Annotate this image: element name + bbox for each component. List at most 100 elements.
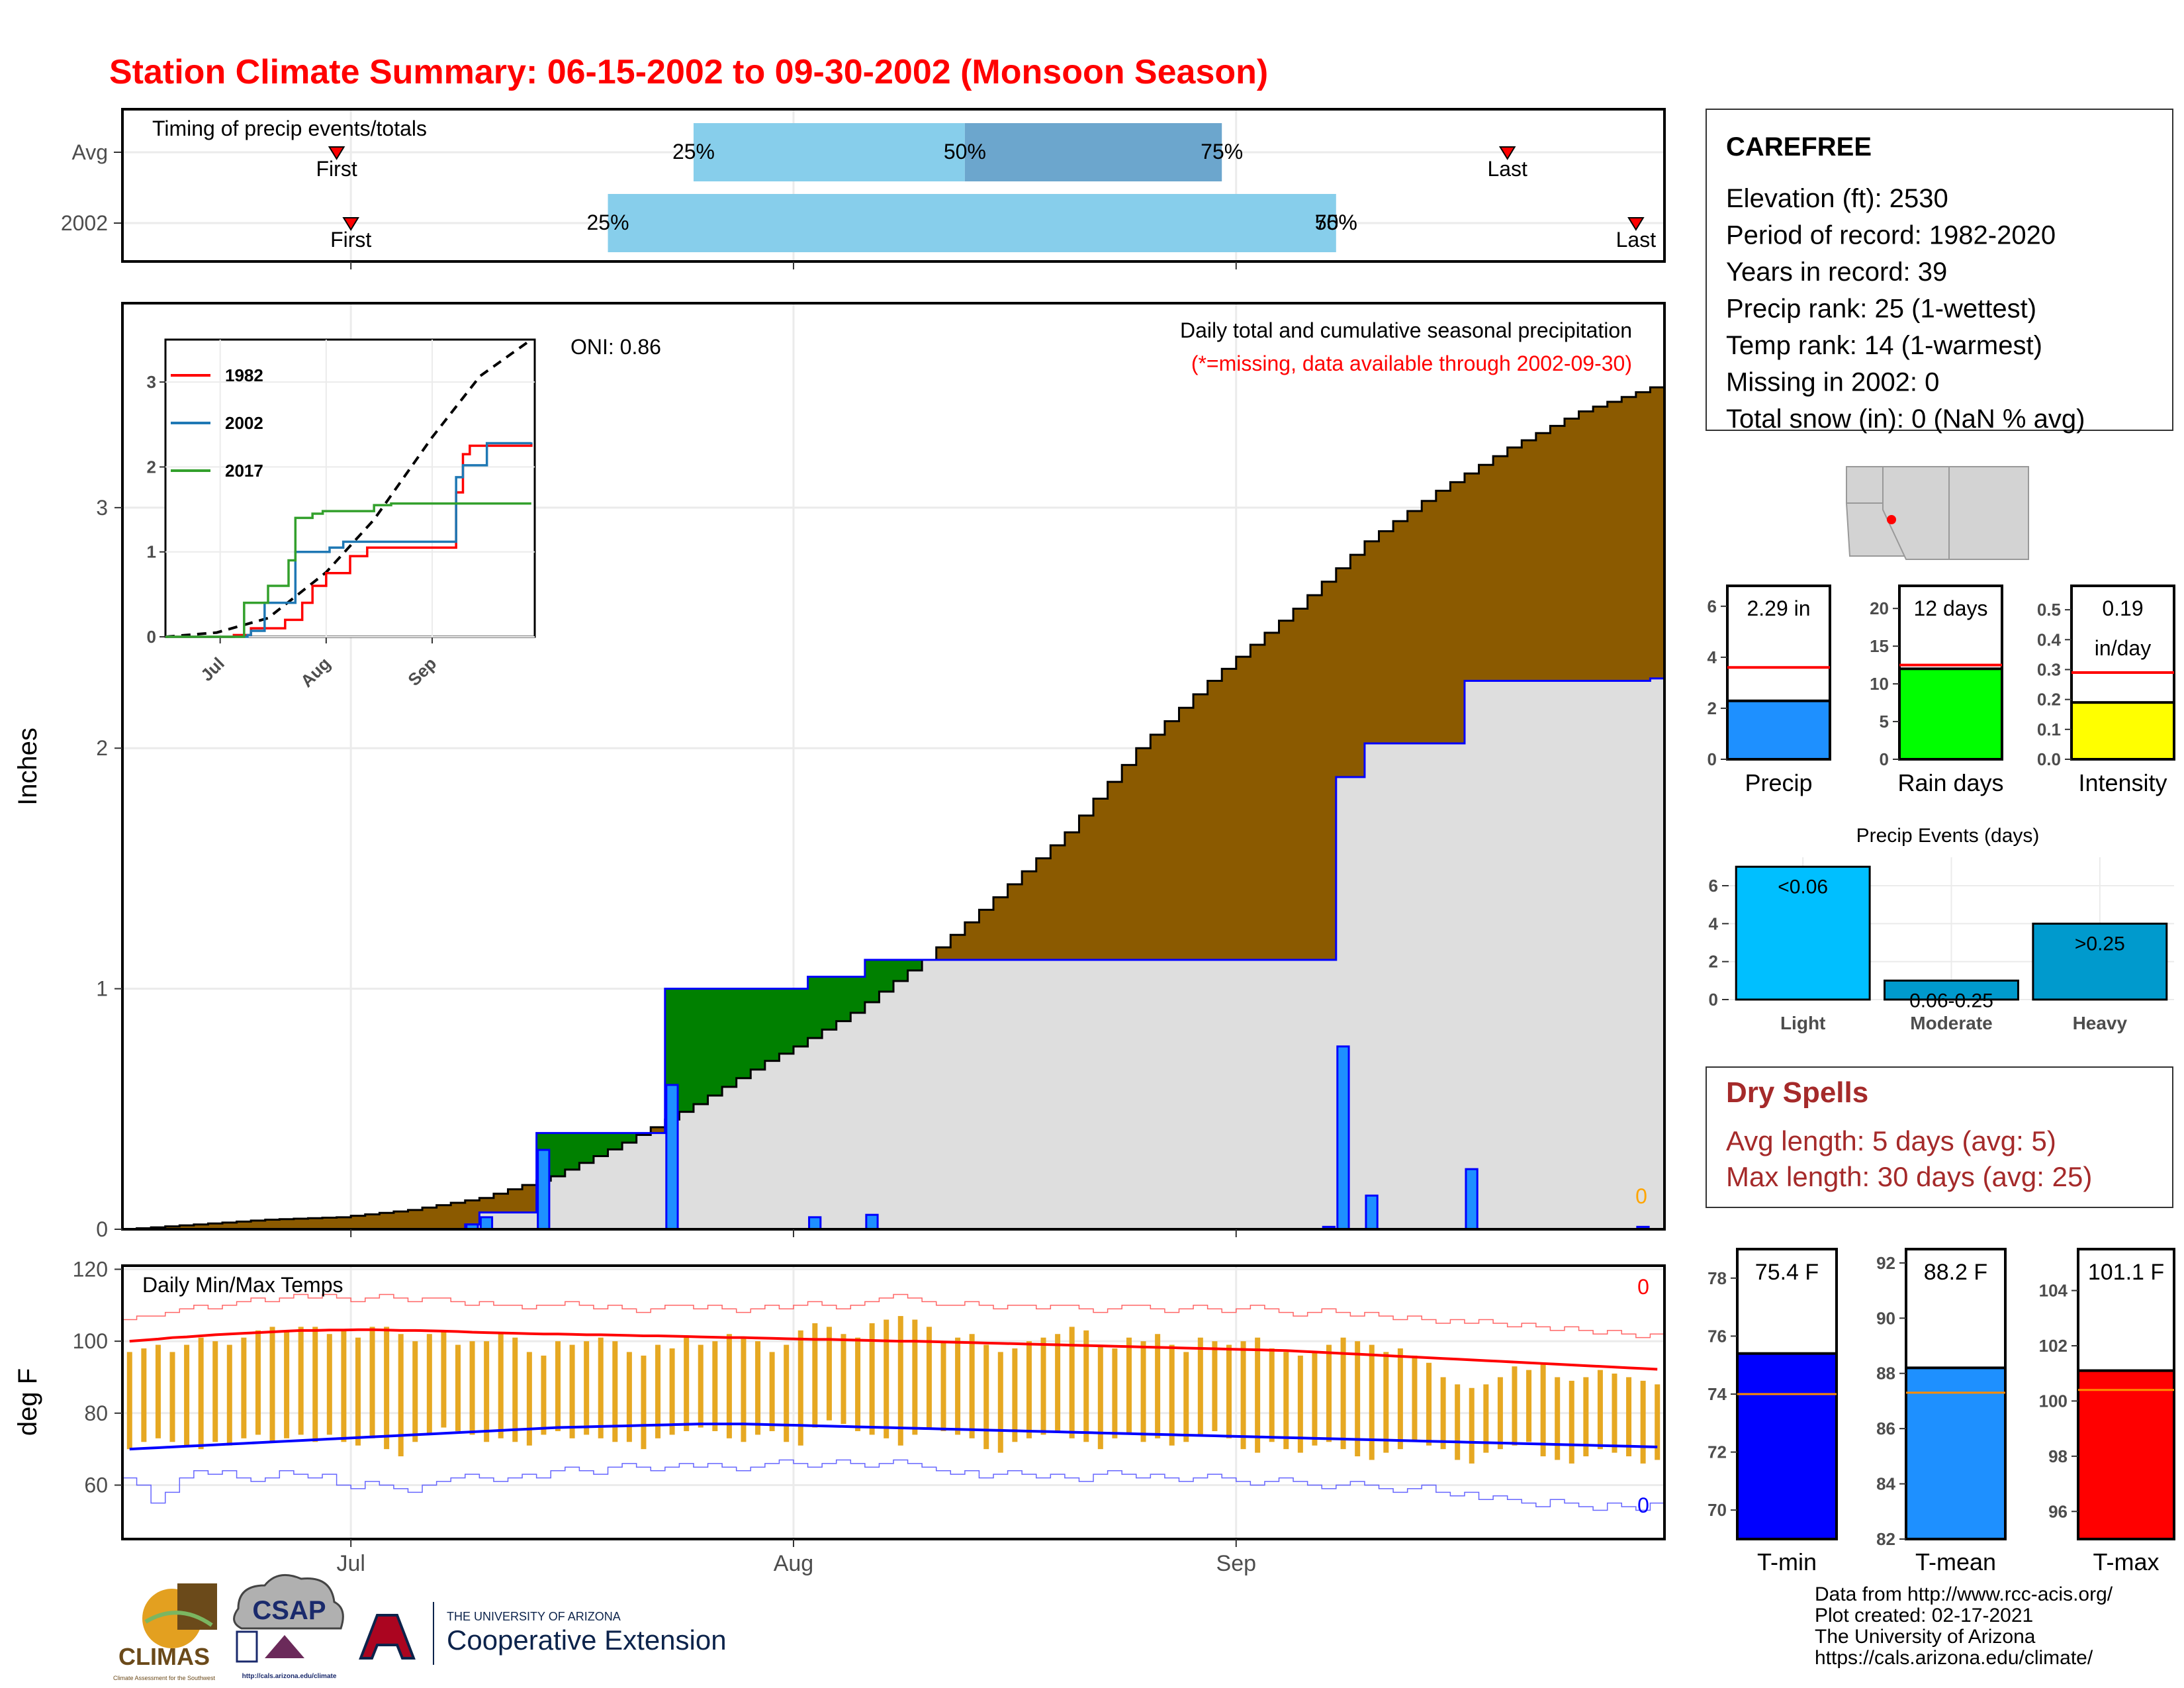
daily-temp-range-bar [1297,1355,1303,1453]
timing-label-75: 75% [1315,211,1357,234]
above-average-area [551,1133,566,1177]
daily-temp-range-bar [812,1323,818,1428]
mini-bar-value [2070,701,2175,761]
above-average-area [779,988,794,1054]
daily-temp-range-bar [412,1341,418,1442]
daily-temp-range-bar [1212,1341,1218,1431]
above-average-area [565,1133,580,1170]
daily-temp-range-bar [1426,1362,1432,1446]
temp-bar-y-tick-label: 90 [1876,1308,1895,1328]
precip-y-tick-label: 3 [96,496,108,520]
daily-temp-range-bar [626,1352,632,1442]
ua-logo-big-text: Cooperative Extension [447,1624,727,1656]
first-label: First [316,157,357,181]
daily-precip-bar [1336,1045,1350,1231]
temp-bar-y-tick-label: 88 [1876,1364,1895,1383]
daily-temp-range-bar [1283,1352,1289,1450]
temp-bar-y-tick-label: 72 [1707,1442,1727,1462]
daily-temp-range-bar [1355,1341,1361,1457]
temp-bar-y-tick-label: 76 [1707,1326,1727,1346]
daily-temp-range-bar [1540,1362,1546,1457]
mini-bar-category-label: Intensity [2078,769,2167,796]
temp-bar-category-label: T-max [2093,1548,2159,1575]
temp-bar-y-tick-label: 74 [1707,1384,1727,1404]
daily-temp-range-bar [1240,1341,1246,1450]
precip-events-y-tick-label: 2 [1709,952,1718,972]
daily-temp-range-bar [1383,1352,1389,1453]
daily-temp-range-bar [897,1316,903,1446]
daily-temp-range-bar [1469,1387,1475,1464]
timing-label-50: 50% [944,140,986,164]
csap-logo-cloud [233,1573,344,1630]
tmax-missing-count: 0 [1637,1275,1649,1299]
inset-legend-label: 1982 [225,365,263,385]
above-average-area [879,960,894,992]
daily-temp-range-bar [1440,1377,1446,1450]
daily-temp-range-bar [169,1352,175,1442]
daily-temp-range-bar [741,1337,747,1442]
above-average-area [893,960,909,981]
daily-temp-range-bar [484,1341,490,1442]
above-average-area [793,988,809,1047]
daily-precip-bar [537,1149,551,1231]
last-marker [1498,146,1516,160]
temp-panel-label: Daily Min/Max Temps [142,1273,343,1297]
daily-temp-range-bar [926,1327,932,1428]
daily-temp-range-bar [126,1352,132,1450]
station-info-line: Precip rank: 25 (1-wettest) [1726,295,2036,324]
daily-temp-range-bar [612,1341,618,1442]
daily-temp-range-bar [498,1334,504,1438]
daily-temp-range-bar [398,1334,404,1457]
mini-bar-y-tick-label: 0.3 [2037,659,2061,679]
above-average-area [679,988,694,1112]
daily-temp-range-bar [426,1334,432,1435]
precip-events-chart: Precip Events (days) <0.06 Light 0.06-0.25M… [1709,825,2174,1033]
daily-temp-range-bar [726,1334,732,1438]
timing-label-75: 75% [1201,140,1243,164]
last-label: Last [1487,157,1527,181]
daily-temp-range-bar [983,1344,989,1450]
inset-plot-frame [164,338,536,638]
daily-temp-range-bar [441,1330,447,1428]
daily-temp-range-bar [184,1344,190,1446]
daily-temp-range-bar [1140,1341,1146,1442]
precip-events-bar [1884,979,2019,1001]
above-average-area [722,988,737,1087]
precip-events-y-tick-label: 6 [1709,876,1718,896]
daily-temp-range-bar [1226,1344,1232,1438]
precip-events-title: Precip Events (days) [1856,825,2040,847]
figure-title: Station Climate Summary: 06-15-2002 to 0… [109,53,1268,91]
daily-temp-range-bar [1340,1337,1346,1450]
daily-temp-range-bar [326,1334,332,1435]
daily-temp-range-bar [1569,1380,1574,1464]
mini-bar-y-tick-label: 0 [1880,749,1889,769]
mini-bar-y-tick-label: 20 [1870,598,1889,618]
daily-temp-range-bar [669,1348,675,1435]
precip-panel-border [121,302,1666,1231]
map-state-new-mexico [1948,466,2029,560]
year-cumulative-area [122,678,1664,1229]
dry-spells-box: Dry Spells Avg length: 5 days (avg: 5) Max… [1706,1066,2173,1208]
above-average-area [907,960,923,971]
station-info-line: Total snow (in): 0 (NaN % avg) [1726,404,2085,434]
daily-temp-range-bar [869,1323,875,1435]
daily-temp-range-bar [226,1344,232,1446]
station-name: CAREFREE [1726,132,1872,162]
above-average-area [822,976,837,1030]
daily-temp-range-bar [784,1344,790,1442]
map-state-arizona [1882,466,1950,560]
timing-label-25: 25% [672,140,715,164]
precip-legend-title: Daily total and cumulative seasonal prec… [1180,318,1632,342]
daily-temp-range-bar [1655,1384,1661,1460]
daily-temp-range-bar [1026,1341,1032,1438]
daily-temp-range-bar [212,1341,218,1442]
daily-temp-range-bar [1412,1355,1418,1442]
x-axis-month-label: Sep [1216,1551,1257,1576]
timing-bar-25-50 [608,194,1336,252]
temp-bar-y-tick-label: 100 [2039,1391,2068,1411]
daily-temp-range-bar [569,1344,575,1438]
inset-series-line [165,443,533,638]
daily-temp-range-bar [584,1341,590,1435]
temp-bar-y-tick-label: 82 [1876,1529,1895,1549]
daily-temp-range-bar [1097,1344,1103,1450]
